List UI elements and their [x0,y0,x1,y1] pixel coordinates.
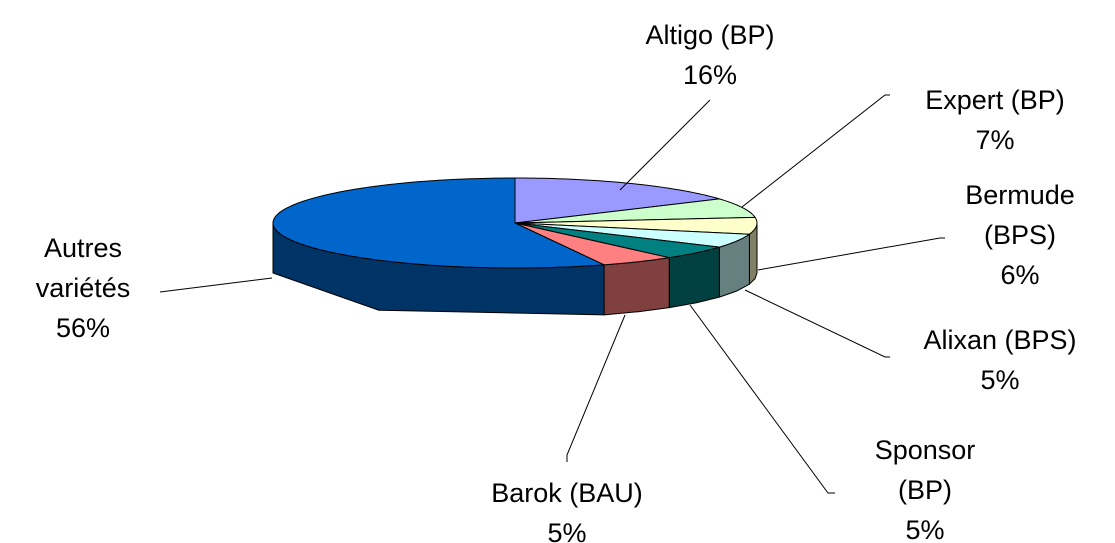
category-name: Autres variétés [35,233,131,303]
slice [514,222,750,248]
slice-label: Expert (BP) 7% [875,80,1115,160]
slice-label: Alixan (BPS) 5% [870,320,1115,400]
leader-line [159,277,273,293]
value-label: 16% [682,60,738,90]
value-label: 5% [980,365,1020,395]
slice-label: Autres variétés 56% [18,228,148,348]
value-label: 5% [547,518,587,543]
slice [514,222,670,266]
slice [514,177,720,224]
leader-line [566,314,626,462]
value-label: 56% [55,313,111,343]
value-label: 5% [905,515,945,543]
category-name: Expert (BP) [925,85,1065,115]
category-name: Alixan (BPS) [923,325,1077,355]
category-name: Bermude (BPS) [965,180,1075,250]
slice-side [603,257,670,316]
leader-line [689,304,835,494]
leader-line [757,237,945,271]
category-name: Sponsor (BP) [874,435,976,505]
value-label: 6% [1000,260,1040,290]
slice [514,216,758,235]
slice-label: Altigo (BP) 16% [590,15,830,95]
slice [272,177,605,269]
slice-label: Sponsor (BP) 5% [850,430,1000,543]
slice [514,198,756,224]
value-label: 7% [975,125,1015,155]
slice-label: Barok (BAU) 5% [447,473,687,543]
leader-line [741,94,890,208]
leader-line [744,289,890,358]
leader-line [619,99,711,191]
category-name: Altigo (BP) [645,20,775,50]
category-name: Barok (BAU) [491,478,643,508]
slice-label: Bermude (BPS) 6% [945,175,1095,295]
slice [514,222,720,259]
